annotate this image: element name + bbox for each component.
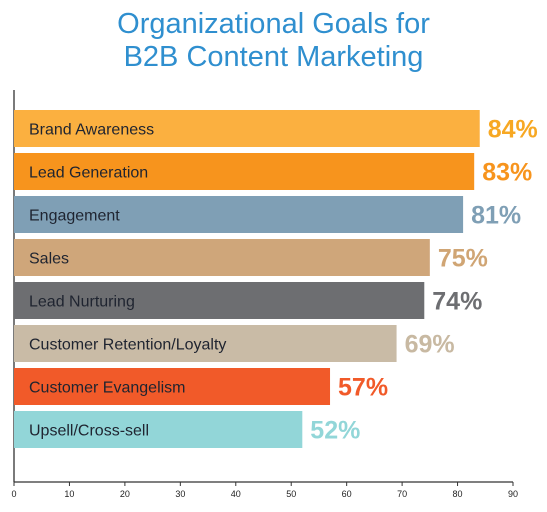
bar-customer-evangelism: [14, 368, 331, 405]
value-label-brand-awareness: 84%: [488, 116, 538, 144]
bar-lead-generation: [14, 153, 475, 190]
x-tick-label-60: 60: [342, 489, 352, 499]
bar-lead-nurturing: [14, 282, 425, 319]
bar-brand-awareness: [14, 110, 480, 147]
x-tick-label-90: 90: [508, 489, 518, 499]
value-label-sales: 75%: [438, 245, 488, 273]
bar-label-brand-awareness: Brand Awareness: [29, 122, 154, 139]
bar-upsell-cross-sell: [14, 411, 303, 448]
bar-label-sales: Sales: [29, 251, 69, 268]
bar-customer-retention-loyalty: [14, 325, 397, 362]
bar-label-lead-nurturing: Lead Nurturing: [29, 294, 135, 311]
bar-engagement: [14, 196, 464, 233]
bars-group: Brand Awareness 84% Lead Generation 83% Enga…: [14, 110, 538, 448]
x-tick-label-50: 50: [286, 489, 296, 499]
value-label-lead-generation: 83%: [482, 159, 532, 187]
x-tick-label-20: 20: [120, 489, 130, 499]
x-tick-label-70: 70: [397, 489, 407, 499]
x-axis-ticks: 0 10 20 30 40 50 60 70 80 90: [11, 482, 518, 499]
x-tick-label-10: 10: [64, 489, 74, 499]
x-tick-label-80: 80: [453, 489, 463, 499]
value-label-engagement: 81%: [471, 202, 521, 230]
value-label-lead-nurturing: 74%: [432, 288, 482, 316]
x-tick-label-30: 30: [175, 489, 185, 499]
bar-sales: [14, 239, 430, 276]
bar-label-lead-generation: Lead Generation: [29, 165, 148, 182]
x-tick-label-0: 0: [11, 489, 16, 499]
chart-title-line-1: Organizational Goals for: [117, 8, 430, 40]
value-label-customer-evangelism: 57%: [338, 374, 388, 402]
chart-title-line-2: B2B Content Marketing: [123, 41, 424, 73]
x-tick-label-40: 40: [231, 489, 241, 499]
bar-label-customer-evangelism: Customer Evangelism: [29, 380, 186, 397]
bar-label-upsell-cross-sell: Upsell/Cross-sell: [29, 423, 149, 440]
bar-label-customer-retention-loyalty: Customer Retention/Loyalty: [29, 337, 226, 354]
value-label-customer-retention-loyalty: 69%: [405, 331, 455, 359]
bar-label-engagement: Engagement: [29, 208, 120, 225]
value-label-upsell-cross-sell: 52%: [310, 417, 360, 445]
chart-title: Organizational Goals for B2B Content Mar…: [0, 8, 547, 74]
